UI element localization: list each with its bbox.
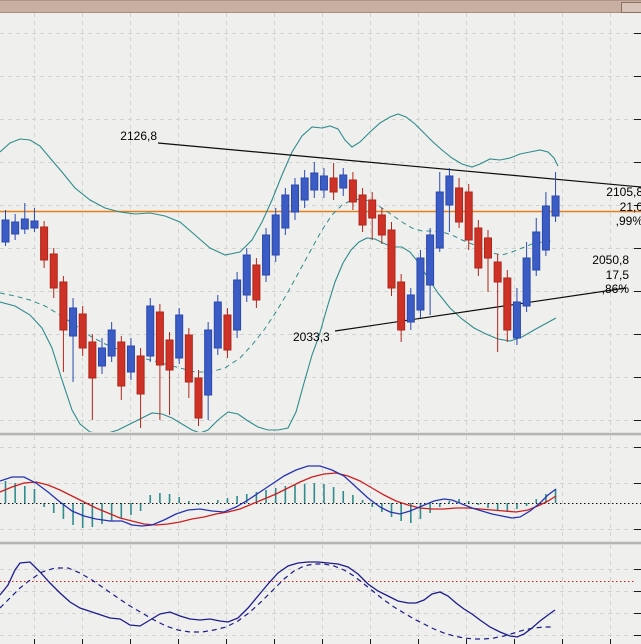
candle-body [69,307,78,337]
candle-body [493,261,502,283]
macd-signal-line [0,472,557,526]
candle-body [474,227,483,269]
trendlines [157,142,641,332]
candle-body [175,314,184,359]
candle-body [339,174,348,189]
candle-body [107,329,116,357]
candle-body [368,199,377,219]
candle-body [184,334,193,383]
candle-body [78,313,87,349]
panel-splitter[interactable] [0,541,641,545]
candle-body [30,220,39,229]
bollinger-bands [0,113,559,432]
candle-body [233,279,242,331]
candle-body [252,264,261,301]
candle-body [484,237,492,259]
candle-body [20,218,29,230]
macd-fast-line [0,465,557,527]
panel-splitter[interactable] [0,432,641,436]
price-annotation-lower: 2050,8 17,5 ,86% [592,253,629,297]
candle-body [522,257,531,307]
annotation-points: 21,0 [619,199,641,214]
stoch-main-line [0,561,556,638]
annotation-percent: ,86% [601,282,629,296]
macd-canvas [0,436,641,541]
candle-body [155,311,164,366]
trendline-label-resistance: 2126,8 [120,129,157,143]
candle-body [262,234,271,276]
candle-body [435,191,444,249]
candle-body [165,339,174,371]
window-control-button[interactable] [621,2,641,13]
candle-body [445,175,454,206]
candle-body [11,221,20,235]
candle-body [503,277,512,331]
candle-body [416,257,425,311]
candle-body [551,195,560,217]
candle-body [291,184,299,213]
annotation-price: 2050,8 [592,253,629,267]
candle-body [1,219,10,243]
annotation-points: 17,5 [605,267,629,282]
time-axis-ticks [34,639,611,644]
candle-body [204,329,213,396]
macd-indicator-panel[interactable] [0,436,641,541]
candle-body [40,226,49,261]
price-axis-ticks [634,447,641,530]
candle-body [136,355,145,395]
candle-body [358,194,367,226]
candle-body [213,301,222,349]
candle-body [532,231,541,271]
candle-body [300,177,309,201]
price-chart-panel[interactable]: 2126,8 2033,3 2105,8 21,0 ,99% 2050,8 17… [0,13,641,432]
candle-body [329,177,338,193]
candle-body [397,281,406,331]
stoch-signal-line [0,563,554,640]
annotation-percent: ,99% [615,214,641,228]
candle-body [59,281,68,331]
gridlines [0,436,641,541]
candle-body [406,294,415,323]
candle-body [377,214,386,236]
candle-body [426,234,435,286]
candle-body [88,341,97,379]
candle-body [387,229,396,289]
annotation-price: 2105,8 [606,185,641,199]
candle-body [223,314,232,351]
candle-body [117,341,126,387]
candle-body [98,347,106,367]
price-axis-ticks [634,569,641,636]
candlestick-series [1,162,560,428]
candle-body [126,345,135,373]
oscillator-indicator-panel[interactable] [0,545,641,644]
price-annotation-upper: 2105,8 21,0 ,99% [606,185,641,229]
candle-body [310,172,319,191]
gridlines [0,545,641,644]
candle-body [541,205,550,251]
window-titlebar[interactable] [0,0,641,13]
candle-body [348,179,357,203]
candle-body [146,305,155,357]
candle-body [455,187,464,223]
candle-body [512,301,521,339]
candle-body [464,191,473,241]
candle-body [271,214,280,256]
candle-body [49,253,58,289]
price-axis-ticks [634,33,641,421]
candle-body [242,254,251,296]
trendline-label-support: 2033,3 [293,330,330,344]
oscillator-canvas [0,545,641,644]
candle-body [319,175,328,191]
price-chart-canvas [0,13,641,432]
candle-body [281,194,290,229]
candle-body [194,377,203,419]
